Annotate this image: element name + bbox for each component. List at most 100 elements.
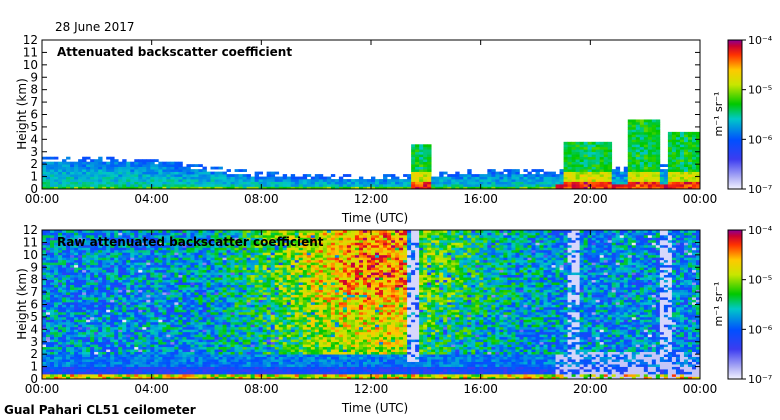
heatmap-cell xyxy=(50,156,55,160)
heatmap-cell xyxy=(166,292,171,295)
heatmap-cell xyxy=(62,339,67,343)
heatmap-cell xyxy=(178,371,183,375)
heatmap-cell xyxy=(134,364,139,367)
heatmap-cell xyxy=(671,146,677,150)
heatmap-cell xyxy=(202,366,207,370)
heatmap-cell xyxy=(70,272,75,276)
heatmap-cell xyxy=(122,272,127,276)
heatmap-cell xyxy=(250,336,255,340)
heatmap-cell xyxy=(591,149,597,153)
heatmap-cell xyxy=(54,341,59,345)
heatmap-cell xyxy=(46,324,51,328)
heatmap-cell xyxy=(571,151,576,155)
heatmap-cell xyxy=(178,324,183,328)
heatmap-cell xyxy=(94,329,99,333)
heatmap-cell xyxy=(667,184,673,187)
heatmap-cell xyxy=(214,274,219,278)
heatmap-cell xyxy=(198,176,203,180)
heatmap-cell xyxy=(250,284,255,288)
heatmap-cell xyxy=(54,179,59,182)
heatmap-cell xyxy=(66,174,71,177)
heatmap-cell xyxy=(238,179,243,182)
heatmap-cell xyxy=(234,176,239,180)
heatmap-cell xyxy=(150,326,155,330)
heatmap-cell xyxy=(66,164,71,167)
heatmap-cell xyxy=(190,179,195,182)
heatmap-cell xyxy=(90,242,95,246)
heatmap-cell xyxy=(250,349,255,353)
heatmap-cell xyxy=(142,259,147,263)
heatmap-cell xyxy=(198,366,203,370)
heatmap-cell xyxy=(134,237,139,241)
heatmap-cell xyxy=(134,239,139,243)
heatmap-cell xyxy=(42,319,47,323)
heatmap-cell xyxy=(535,186,540,190)
heatmap-cell xyxy=(106,274,111,278)
heatmap-cell xyxy=(110,274,115,278)
heatmap-cell xyxy=(50,254,55,258)
heatmap-cell xyxy=(110,164,115,167)
heatmap-cell xyxy=(695,141,701,145)
heatmap-cell xyxy=(86,344,91,348)
heatmap-cell xyxy=(78,346,83,350)
heatmap-cell xyxy=(607,151,613,155)
heatmap-cell xyxy=(126,376,131,380)
heatmap-cell xyxy=(42,361,47,365)
heatmap-cell xyxy=(595,156,601,160)
heatmap-cell xyxy=(146,164,151,167)
heatmap-cell xyxy=(222,316,227,320)
heatmap-cell xyxy=(162,304,167,308)
heatmap-cell xyxy=(150,247,155,251)
heatmap-cell xyxy=(607,144,613,148)
heatmap-cell xyxy=(238,344,243,348)
heatmap-cell xyxy=(154,354,159,357)
heatmap-cell xyxy=(98,311,103,315)
heatmap-cell xyxy=(651,154,657,158)
heatmap-cell xyxy=(42,164,47,167)
heatmap-cell xyxy=(399,186,404,190)
heatmap-cell xyxy=(198,169,203,172)
heatmap-cell xyxy=(679,134,685,138)
heatmap-cell xyxy=(539,184,544,187)
heatmap-cell xyxy=(671,171,677,175)
heatmap-cell xyxy=(483,186,488,190)
heatmap-cell xyxy=(358,179,364,182)
heatmap-cell xyxy=(98,166,103,170)
heatmap-cell xyxy=(383,179,388,182)
heatmap-cell xyxy=(58,311,63,315)
heatmap-cell xyxy=(86,230,91,233)
heatmap-cell xyxy=(226,304,231,308)
heatmap-cell xyxy=(42,269,47,273)
heatmap-cell xyxy=(146,297,151,300)
heatmap-cell xyxy=(411,154,416,158)
heatmap-cell xyxy=(222,287,227,290)
heatmap-cell xyxy=(230,274,235,278)
heatmap-cell xyxy=(70,351,75,355)
heatmap-cell xyxy=(214,234,219,238)
heatmap-cell xyxy=(627,176,633,180)
heatmap-cell xyxy=(86,184,91,187)
heatmap-cell xyxy=(246,339,251,343)
heatmap-cell xyxy=(166,239,171,243)
heatmap-cell xyxy=(70,181,75,185)
heatmap-cell xyxy=(198,292,203,295)
heatmap-cell xyxy=(154,254,159,258)
heatmap-cell xyxy=(222,336,227,340)
y-tick-label: 7 xyxy=(30,95,38,109)
heatmap-cell xyxy=(138,361,143,365)
heatmap-cell xyxy=(659,176,665,180)
heatmap-cell xyxy=(350,186,356,190)
heatmap-cell xyxy=(98,287,103,290)
heatmap-cell xyxy=(571,169,576,172)
heatmap-cell xyxy=(210,376,215,380)
heatmap-cell xyxy=(583,156,589,160)
heatmap-cell xyxy=(190,264,195,268)
heatmap-cell xyxy=(94,289,99,293)
heatmap-cell xyxy=(46,292,51,295)
heatmap-cell xyxy=(166,346,171,350)
heatmap-cell xyxy=(210,294,215,298)
heatmap-cell xyxy=(170,259,175,263)
heatmap-cell xyxy=(218,284,223,288)
heatmap-cell xyxy=(130,361,135,365)
heatmap-cell xyxy=(154,269,159,273)
